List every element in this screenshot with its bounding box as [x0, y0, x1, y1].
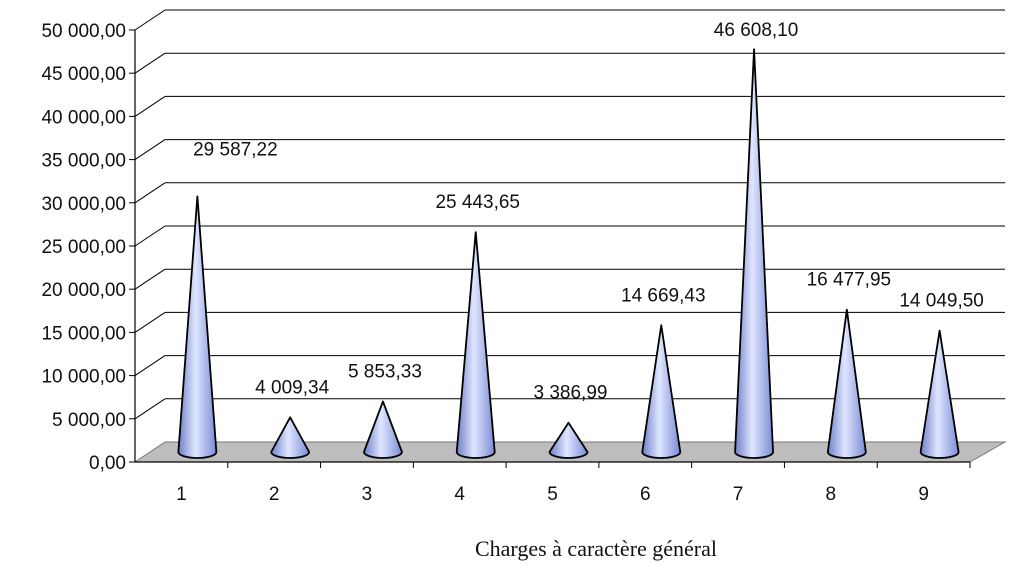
gridline-wall: [134, 311, 166, 333]
data-label: 16 477,95: [807, 270, 892, 291]
cone-mark: [363, 400, 403, 459]
data-label: 29 587,22: [193, 140, 278, 161]
x-tick-label: 9: [918, 484, 929, 505]
x-tick-label: 3: [362, 484, 373, 505]
cone-1: [177, 195, 218, 459]
gridline-wall: [134, 355, 166, 377]
gridline-wall: [134, 398, 166, 420]
data-label: 4 009,34: [255, 377, 329, 398]
x-tick-label: 6: [640, 484, 651, 505]
cone-mark: [455, 231, 496, 459]
y-tick-label: 30 000,00: [41, 194, 126, 215]
x-tick-label: 5: [547, 484, 558, 505]
gridline-wall: [134, 9, 166, 31]
cone-mark: [826, 308, 867, 459]
cone-mark: [177, 195, 218, 459]
y-tick-label: 45 000,00: [41, 64, 126, 85]
cone-5: [548, 421, 589, 459]
data-label: 3 386,99: [534, 383, 608, 404]
cone-mark: [641, 324, 682, 459]
y-tick-label: 5 000,00: [52, 410, 126, 431]
gridline-wall: [134, 139, 166, 161]
y-tick-label: 10 000,00: [41, 367, 126, 388]
axes: 0,00 5 000,00 10 000,00 15 000,00 20 000,00 2…: [41, 21, 971, 505]
cone-3: [363, 400, 403, 459]
cone-mark: [548, 421, 589, 459]
data-label: 46 608,10: [714, 20, 799, 41]
cone-mark: [919, 329, 960, 459]
gridlines: [134, 9, 1005, 420]
x-tick-label: 2: [269, 484, 280, 505]
data-label: 14 669,43: [621, 285, 706, 306]
gridline-wall: [134, 52, 166, 74]
data-labels: 29 587,22 4 009,34 5 853,33 25 443,65 3 386,…: [193, 20, 984, 404]
y-tick-label: 15 000,00: [41, 323, 126, 344]
y-tick-label: 50 000,00: [41, 21, 126, 42]
cone-mark: [270, 416, 311, 459]
gridline-wall: [134, 225, 166, 247]
y-tick-label: 40 000,00: [41, 107, 126, 128]
cone-7: [734, 48, 774, 459]
data-label: 25 443,65: [435, 192, 520, 213]
x-tick-label: 7: [733, 484, 744, 505]
cone-2: [270, 416, 311, 459]
x-tick-label: 4: [454, 484, 465, 505]
x-tick-label: 8: [826, 484, 837, 505]
gridline-wall: [134, 95, 166, 117]
y-tick-label: 0,00: [89, 453, 126, 474]
gridline-wall: [134, 182, 166, 204]
data-label: 14 049,50: [899, 291, 984, 312]
x-tick-label: 1: [176, 484, 187, 505]
data-label: 5 853,33: [348, 361, 422, 382]
cone-mark: [734, 48, 774, 459]
cone-4: [455, 231, 496, 459]
x-axis-title: Charges à caractère général: [475, 536, 717, 561]
cone-8: [826, 308, 867, 459]
gridline-wall: [134, 268, 166, 290]
cone-6: [641, 324, 682, 459]
y-tick-label: 35 000,00: [41, 151, 126, 172]
cone-9: [919, 329, 960, 459]
y-tick-label: 25 000,00: [41, 237, 126, 258]
cones: [177, 48, 960, 459]
y-tick-label: 20 000,00: [41, 280, 126, 301]
